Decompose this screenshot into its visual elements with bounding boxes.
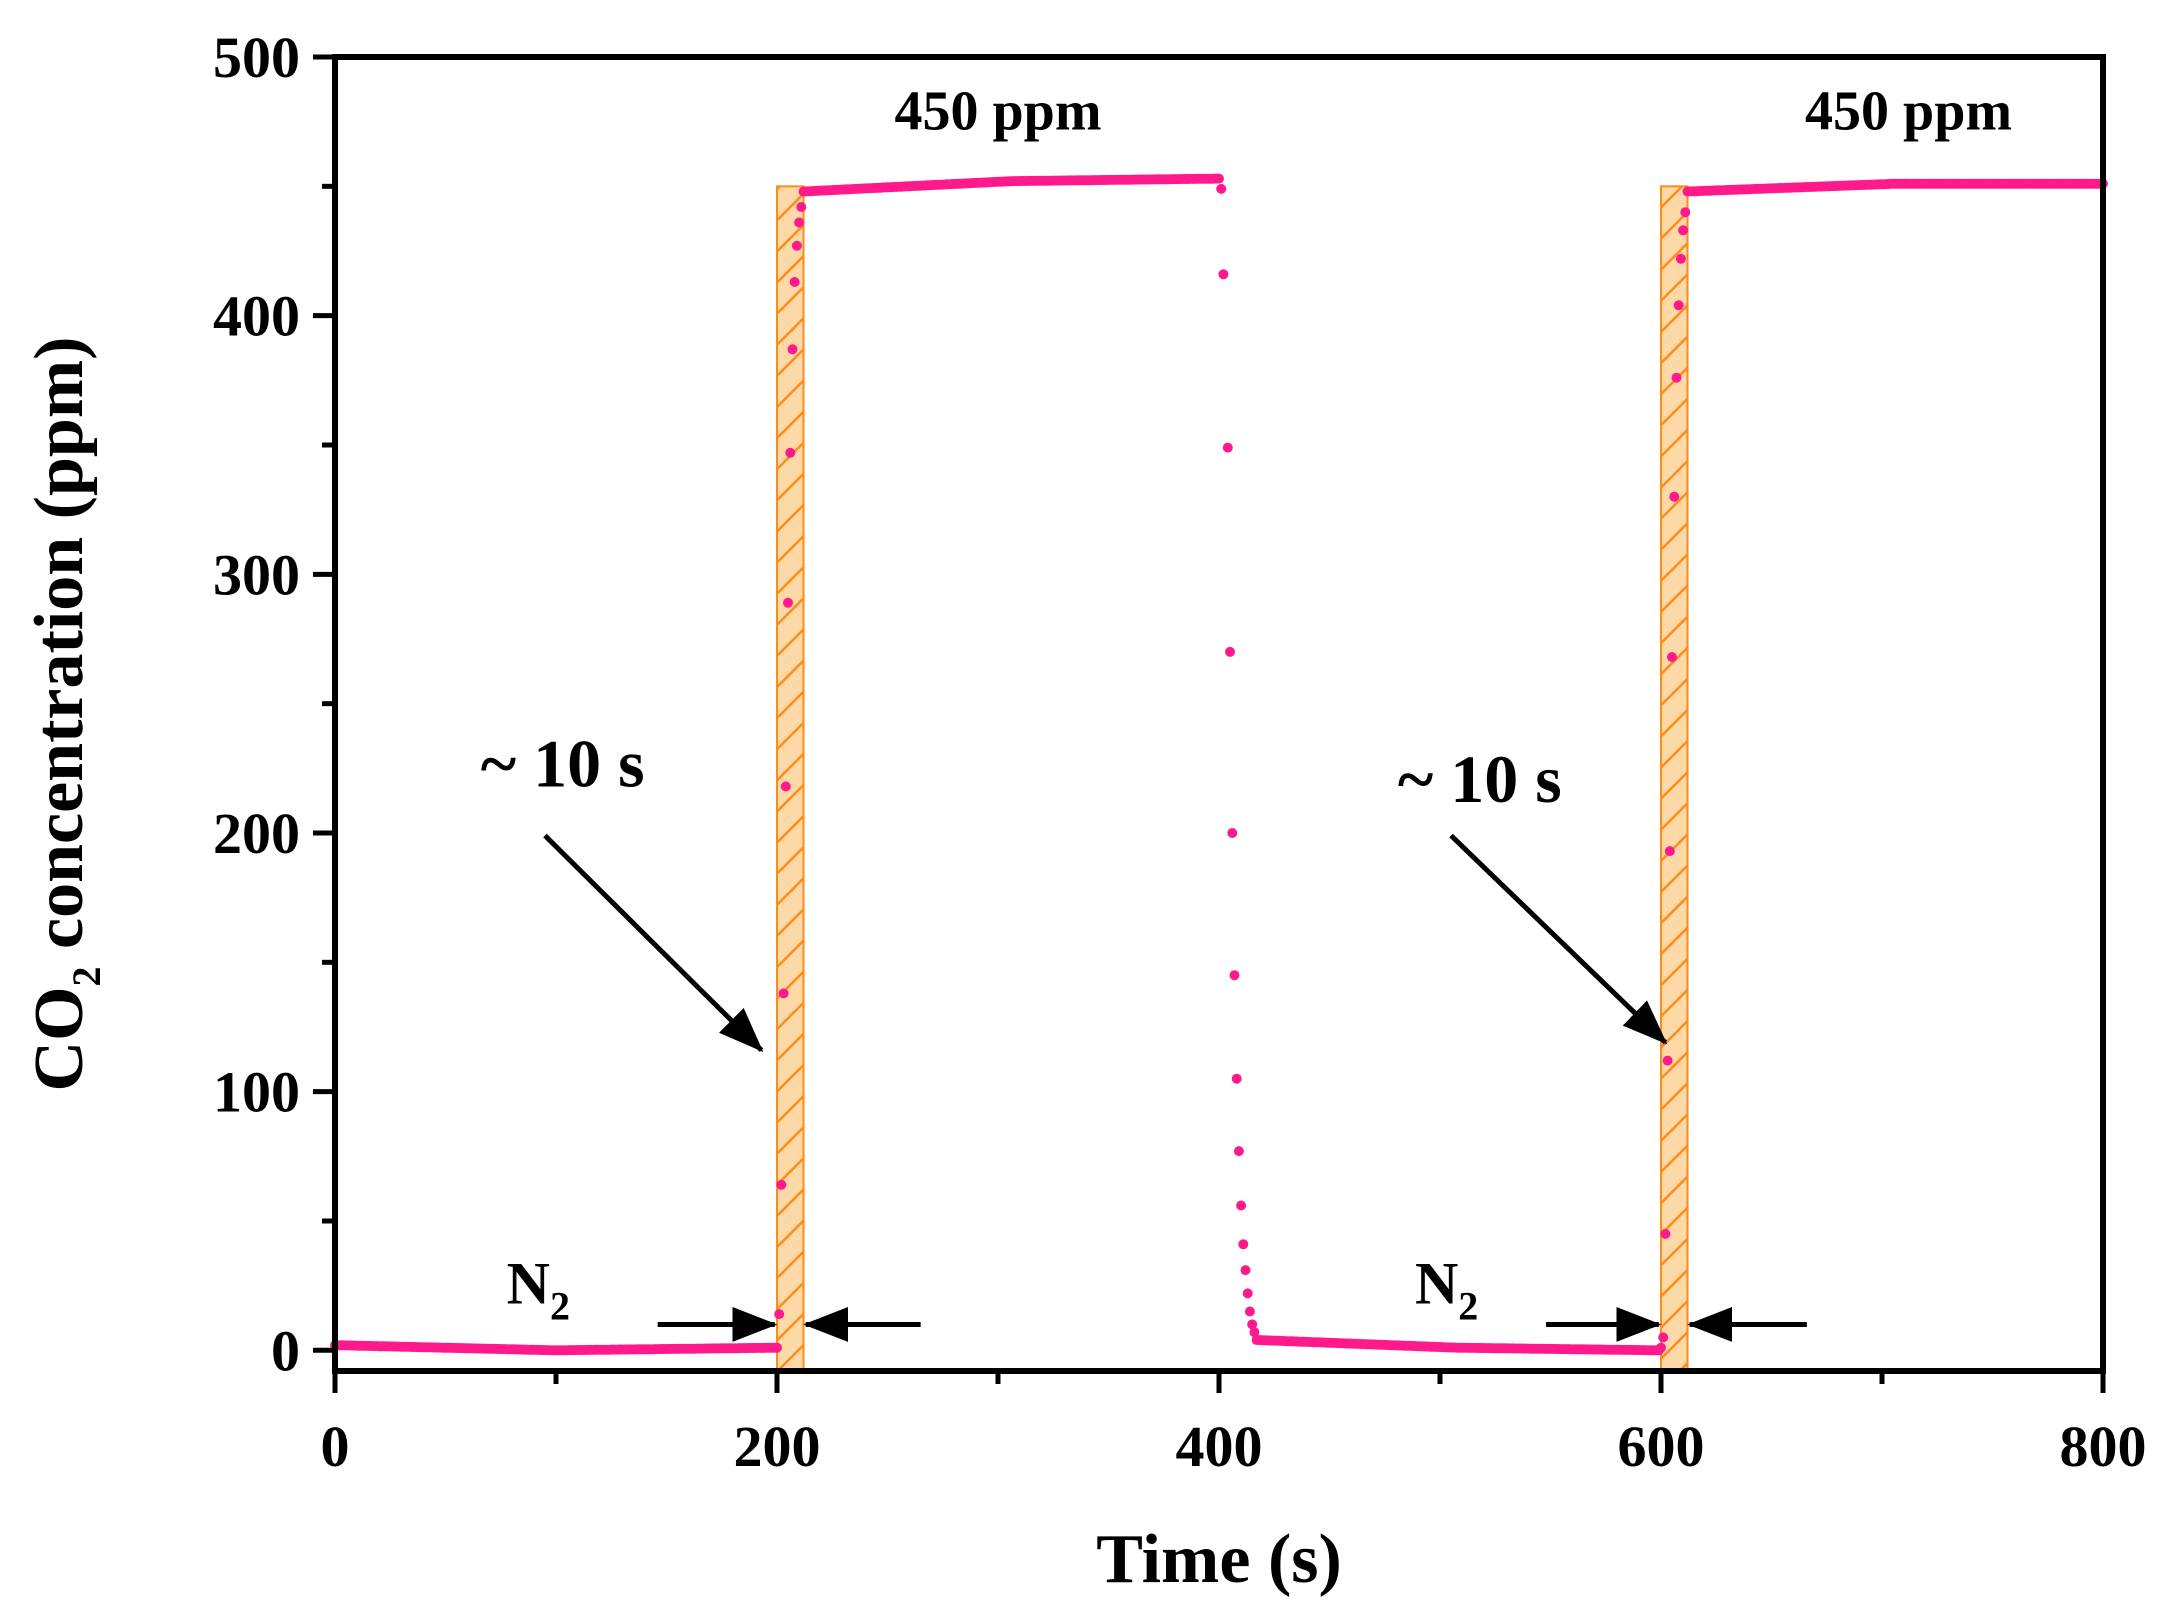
y-axis-label: CO2 concentration (ppm) [21, 337, 109, 1092]
y-axis-label-sub: 2 [64, 966, 109, 986]
y-tick-label: 0 [271, 1318, 300, 1383]
annotation-ppm-label: 450 ppm [895, 80, 1102, 142]
data-point-769 [787, 344, 798, 355]
plot-frame [332, 54, 2106, 1374]
annotation-arrow [1449, 833, 1668, 1045]
data-point-787 [1247, 1319, 1258, 1330]
data-point-781 [1233, 1146, 1244, 1157]
data-point-776 [1222, 442, 1233, 453]
annotation-arrows [543, 833, 1807, 1342]
data-point-783 [1238, 1239, 1249, 1250]
y-tick-label: 100 [213, 1060, 300, 1125]
data-point-793 [1664, 846, 1675, 857]
annotation-gas-label: N2 [1415, 1251, 1478, 1329]
data-point-772 [794, 217, 805, 228]
data-point-782 [1236, 1200, 1247, 1211]
data-point-773 [796, 202, 807, 212]
data-point-389 [1214, 173, 1224, 184]
data-point-800 [1680, 207, 1691, 218]
annotation-ppm-label: 450 ppm [1805, 80, 2012, 142]
data-point-764 [776, 1179, 787, 1190]
annotation-gas-label-main: N [507, 1251, 550, 1317]
y-tick-label: 500 [213, 25, 300, 90]
annotation-time-label: ~ 10 s [1398, 741, 1562, 817]
y-axis-label-pre: CO [21, 986, 98, 1091]
y-tick-label: 300 [213, 542, 300, 607]
data-point-784 [1240, 1265, 1251, 1276]
x-axis-label: Time (s) [1096, 1521, 1342, 1598]
data-point-768 [785, 447, 796, 458]
y-tick-label: 200 [213, 801, 300, 866]
x-tick-label: 400 [1176, 1414, 1263, 1479]
data-point-798 [1675, 253, 1686, 264]
data-point-779 [1229, 970, 1240, 981]
annotation-arrow [543, 833, 764, 1053]
x-tick-label: 0 [321, 1414, 350, 1479]
data-point-797 [1673, 300, 1684, 311]
data-point-796 [1671, 372, 1682, 383]
data-point-789 [1656, 1342, 1666, 1353]
data-point-766 [780, 781, 791, 792]
axis-ticks [313, 54, 2106, 1393]
data-point-799 [1678, 225, 1689, 236]
data-point-785 [1242, 1288, 1253, 1299]
shaded-bands [776, 185, 1689, 1373]
shaded-band-2 [1660, 185, 1689, 1373]
data-point-774 [1216, 183, 1227, 194]
data-point-763 [774, 1309, 785, 1320]
data-point-777 [1225, 646, 1235, 657]
shaded-band-1 [776, 185, 805, 1373]
y-axis-label-post: concentration (ppm) [21, 337, 98, 967]
x-tick-label: 600 [1618, 1414, 1705, 1479]
y-tick-label: 400 [213, 284, 300, 349]
annotation-gas-label-main: N [1415, 1251, 1458, 1317]
annotation-gas-label: N2 [507, 1251, 570, 1329]
tick-labels: 0 200 400 600 800 0 100 200 300 400 500 [213, 25, 2147, 1479]
data-point-795 [1669, 491, 1680, 502]
data-points [330, 173, 2108, 1356]
data-point-792 [1662, 1055, 1673, 1066]
annotation-time-label: ~ 10 s [481, 725, 645, 801]
x-tick-label: 800 [2060, 1414, 2147, 1479]
data-point-770 [789, 277, 800, 287]
data-point-778 [1227, 828, 1238, 838]
data-point-790 [1658, 1332, 1669, 1343]
data-point-780 [1231, 1073, 1242, 1084]
data-point-771 [791, 240, 802, 251]
data-point-767 [783, 597, 793, 608]
data-point-762 [772, 1342, 782, 1353]
data-point-765 [778, 988, 789, 999]
data-point-791 [1660, 1228, 1671, 1239]
data-point-786 [1244, 1306, 1255, 1317]
data-point-794 [1667, 652, 1677, 663]
annotation-gas-label-sub: 2 [550, 1284, 570, 1329]
annotations: 450 ppm 450 ppm~ 10 s ~ 10 sN2 N2 [481, 80, 2012, 1328]
annotation-gas-label-sub: 2 [1458, 1284, 1478, 1329]
data-point-775 [1218, 269, 1229, 280]
data-point-788 [1249, 1327, 1260, 1338]
x-tick-label: 200 [734, 1414, 821, 1479]
